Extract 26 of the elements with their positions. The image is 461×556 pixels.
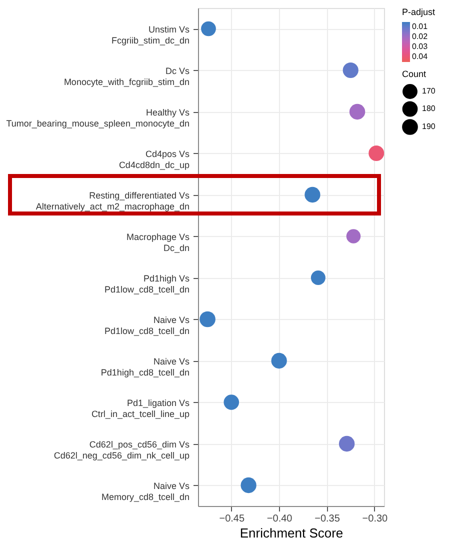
legend-label: 170 (422, 86, 436, 96)
y-tick-label: Pd1high Vs Pd1low_cd8_tcell_dn (104, 273, 190, 294)
color-bar-label: 0.04 (412, 52, 428, 61)
x-tick-label: −0.40 (266, 514, 293, 524)
x-tick-label: −0.45 (219, 514, 245, 524)
y-tick-label: Unstim Vs Fcgriib_stim_dc_dn (111, 24, 190, 46)
color-bar-title: P-adjust (402, 7, 436, 17)
x-tick-label: −0.35 (314, 514, 340, 524)
legend-title: Count (402, 69, 427, 79)
color-bar-label: 0.03 (412, 42, 428, 51)
legend-label: 190 (422, 122, 436, 131)
y-tick-label: Cd4pos Vs Cd4cd8dn_dc_up (118, 148, 190, 170)
x-tick-label: −0.30 (362, 514, 388, 524)
y-tick-label: Naive Vs Memory_cd8_tcell_dn (101, 480, 190, 502)
y-tick-label: Macrophage Vs Dc_dn (126, 232, 190, 253)
y-tick-label: Pd1_ligation Vs Ctrl_in_act_tcell_line_up (91, 398, 190, 419)
y-tick-label: Cd62l_pos_cd56_dim Vs Cd62l_neg_cd56_dim_nk_cell_up (54, 439, 190, 460)
legend-label: 180 (422, 104, 436, 113)
color-bar-label: 0.01 (412, 22, 428, 31)
color-bar-label: 0.02 (412, 32, 428, 41)
y-tick-label: Resting_differentiated Vs Alternatively_act_m2_macrophage_dn (36, 190, 190, 212)
y-tick-label: Dc Vs Monocyte_with_fcgriib_stim_dn (64, 66, 190, 87)
y-tick-label: Naive Vs Pd1high_cd8_tcell_dn (100, 356, 190, 378)
y-tick-label: Healthy Vs Tumor_bearing_mouse_spleen_monocyte_dn (6, 107, 190, 128)
y-tick-label: Naive Vs Pd1low_cd8_tcell_dn (104, 314, 190, 336)
x-axis-title: Enrichment Score (240, 526, 344, 540)
